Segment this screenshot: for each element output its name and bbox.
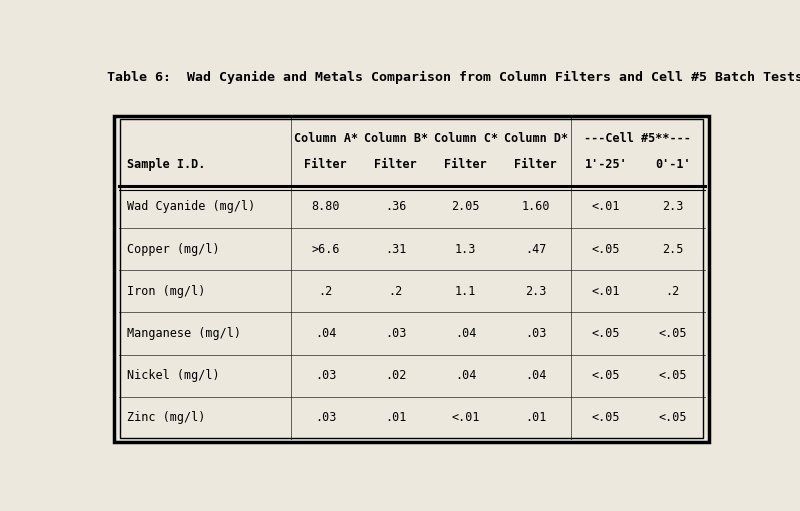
Text: <.01: <.01 [591, 285, 620, 298]
Text: .03: .03 [315, 411, 336, 425]
Text: <.01: <.01 [451, 411, 480, 425]
Text: .47: .47 [525, 243, 546, 256]
Text: .03: .03 [385, 327, 406, 340]
Text: .02: .02 [385, 369, 406, 382]
Text: Sample I.D.: Sample I.D. [127, 158, 206, 171]
Text: .36: .36 [385, 200, 406, 213]
Text: .04: .04 [315, 327, 336, 340]
Text: .03: .03 [315, 369, 336, 382]
Text: .2: .2 [666, 285, 680, 298]
Text: <.05: <.05 [658, 369, 687, 382]
Text: 1.60: 1.60 [522, 200, 550, 213]
Text: .04: .04 [525, 369, 546, 382]
Text: Column A*: Column A* [294, 132, 358, 145]
Text: 8.80: 8.80 [311, 200, 340, 213]
Text: Column D*: Column D* [504, 132, 568, 145]
Text: 2.3: 2.3 [525, 285, 546, 298]
Text: <.05: <.05 [591, 411, 620, 425]
Text: 2.5: 2.5 [662, 243, 683, 256]
Text: Filter: Filter [444, 158, 487, 171]
Text: <.05: <.05 [591, 243, 620, 256]
Text: Wad Cyanide (mg/l): Wad Cyanide (mg/l) [127, 200, 256, 213]
Text: <.05: <.05 [591, 327, 620, 340]
Text: .2: .2 [389, 285, 402, 298]
Text: 1.1: 1.1 [455, 285, 476, 298]
Text: .04: .04 [455, 369, 476, 382]
Text: <.05: <.05 [658, 411, 687, 425]
Text: .04: .04 [455, 327, 476, 340]
Text: .03: .03 [525, 327, 546, 340]
Text: 0'-1': 0'-1' [655, 158, 690, 171]
Text: Filter: Filter [514, 158, 557, 171]
Text: Table 6:  Wad Cyanide and Metals Comparison from Column Filters and Cell #5 Batc: Table 6: Wad Cyanide and Metals Comparis… [107, 71, 800, 84]
Text: Copper (mg/l): Copper (mg/l) [127, 243, 220, 256]
Text: Iron (mg/l): Iron (mg/l) [127, 285, 206, 298]
Text: .01: .01 [525, 411, 546, 425]
Text: Manganese (mg/l): Manganese (mg/l) [127, 327, 242, 340]
Text: Zinc (mg/l): Zinc (mg/l) [127, 411, 206, 425]
Text: Filter: Filter [304, 158, 347, 171]
Text: .01: .01 [385, 411, 406, 425]
Text: .31: .31 [385, 243, 406, 256]
Text: 1.3: 1.3 [455, 243, 476, 256]
Text: 2.05: 2.05 [451, 200, 480, 213]
Text: Nickel (mg/l): Nickel (mg/l) [127, 369, 220, 382]
Text: Column B*: Column B* [363, 132, 428, 145]
Text: 1'-25': 1'-25' [585, 158, 627, 171]
Text: .2: .2 [318, 285, 333, 298]
Text: ---Cell #5**---: ---Cell #5**--- [584, 132, 691, 145]
Text: <.05: <.05 [658, 327, 687, 340]
Text: <.01: <.01 [591, 200, 620, 213]
Text: 2.3: 2.3 [662, 200, 683, 213]
Text: >6.6: >6.6 [311, 243, 340, 256]
Text: Column C*: Column C* [434, 132, 498, 145]
Text: Filter: Filter [374, 158, 417, 171]
Text: <.05: <.05 [591, 369, 620, 382]
